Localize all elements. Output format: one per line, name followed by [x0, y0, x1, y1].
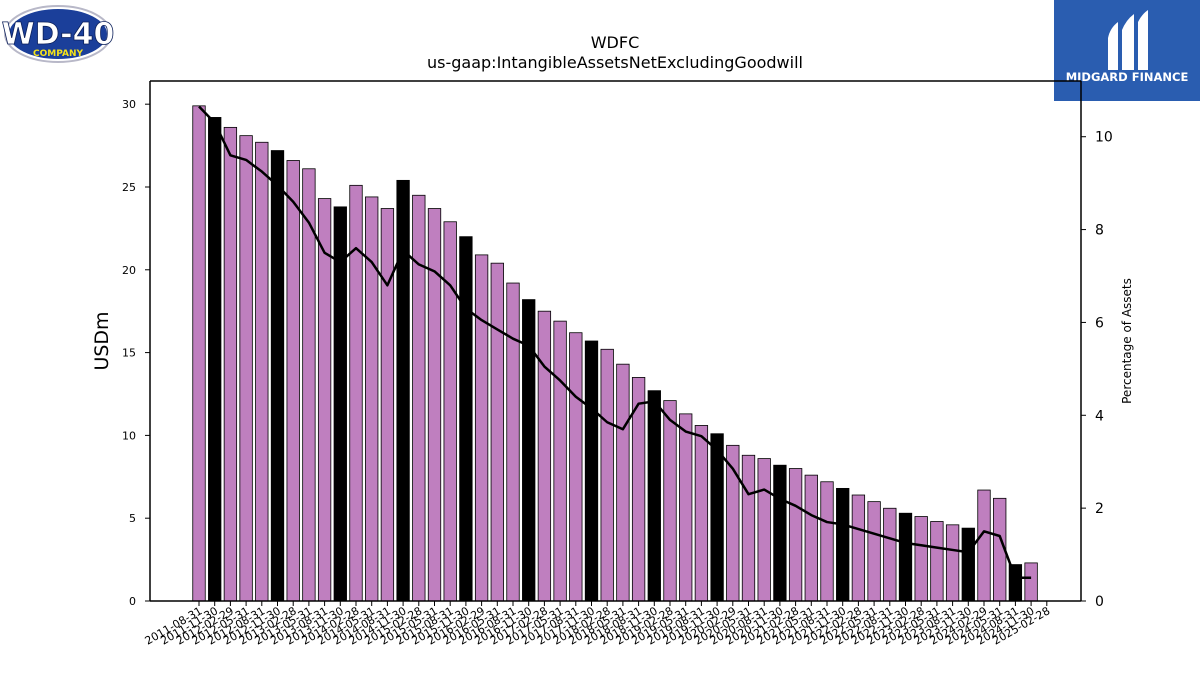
bar — [914, 516, 928, 602]
bar — [757, 458, 771, 602]
y2-tick-label: 2 — [1095, 501, 1104, 517]
y-tick-label: 15 — [122, 347, 136, 360]
bar — [600, 348, 614, 602]
bar — [773, 464, 787, 602]
bar — [663, 400, 677, 602]
bar — [553, 320, 567, 602]
bar — [741, 454, 756, 602]
wd40-logo-subtext: COMPANY — [33, 49, 83, 59]
bar — [788, 468, 803, 602]
percentage-line-series — [198, 105, 1032, 580]
axes — [149, 80, 1082, 602]
bar — [679, 413, 693, 602]
bar — [804, 474, 818, 602]
bar — [616, 363, 630, 602]
bar — [506, 282, 520, 602]
chart-subtitle: us-gaap:IntangibleAssetsNetExcludingGood… — [427, 53, 803, 72]
wd40-logo-text: WD-40 — [2, 17, 115, 52]
bar — [443, 221, 457, 602]
y2-tick-label: 0 — [1095, 594, 1104, 610]
midgard-emblem-icon — [1108, 10, 1148, 70]
bar — [317, 198, 332, 602]
y-axis-ticks: 0 5 10 15 20 25 30 — [122, 98, 150, 608]
bar — [1008, 564, 1023, 602]
y2-axis-label: Percentage of Assets — [1120, 278, 1134, 404]
bar — [396, 179, 410, 602]
bar — [270, 150, 285, 602]
bar — [239, 135, 253, 602]
y2-tick-label: 6 — [1095, 315, 1104, 331]
bar — [223, 126, 238, 602]
bar — [459, 236, 473, 602]
midgard-logo-text: MIDGARD FINANCE — [1066, 70, 1189, 84]
bar — [427, 208, 442, 602]
bar — [537, 310, 552, 602]
midgard-finance-logo: MIDGARD FINANCE — [1054, 0, 1200, 101]
bar — [851, 494, 866, 602]
y-tick-label: 0 — [129, 595, 136, 608]
y-tick-label: 25 — [122, 181, 136, 194]
bar — [836, 487, 850, 602]
chart-title: WDFC — [591, 33, 640, 52]
bar — [867, 501, 881, 602]
y-tick-label: 20 — [122, 264, 136, 277]
bar — [192, 105, 206, 602]
bar — [694, 425, 709, 602]
bar-series — [192, 105, 1038, 602]
bar — [569, 332, 583, 602]
bar — [647, 390, 661, 602]
bar — [898, 512, 913, 602]
bar — [1024, 562, 1038, 602]
bar — [490, 262, 504, 602]
bar — [930, 521, 944, 602]
bar — [474, 254, 489, 602]
y2-tick-label: 8 — [1095, 223, 1104, 239]
y-tick-label: 30 — [122, 98, 136, 111]
bar — [255, 141, 269, 602]
bar — [977, 489, 991, 602]
bar — [286, 160, 300, 602]
y-tick-label: 5 — [129, 512, 136, 525]
bar — [584, 340, 599, 602]
bar — [945, 524, 960, 602]
x-axis-ticks: 2011-08-312011-11-302012-02-292012-05-31… — [143, 601, 1052, 648]
y2-axis-ticks: 0 2 4 6 8 10 — [1081, 130, 1113, 610]
y-axis-label: USDm — [91, 311, 113, 370]
y-tick-label: 10 — [122, 429, 136, 442]
bar — [961, 527, 975, 602]
percentage-line — [198, 105, 1032, 580]
bar — [710, 433, 724, 602]
bar — [820, 481, 834, 602]
bar — [883, 507, 897, 602]
bar — [208, 117, 222, 602]
bar — [333, 206, 347, 602]
bar — [380, 208, 395, 602]
bar — [412, 194, 426, 602]
y2-tick-label: 4 — [1095, 408, 1104, 424]
wd40-logo: WD-40 COMPANY — [1, 5, 115, 63]
y2-tick-label: 10 — [1095, 130, 1113, 146]
